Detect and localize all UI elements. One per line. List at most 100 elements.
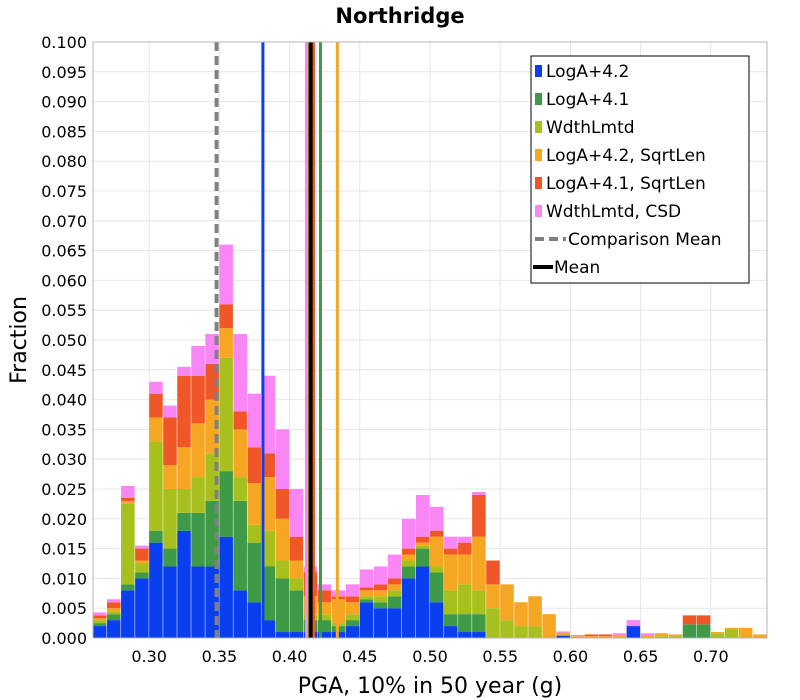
bar [556, 632, 570, 636]
y-tick-label: 0.030 [41, 450, 87, 469]
bar [261, 453, 276, 478]
y-axis-ticks: 0.000 0.005 0.010 0.015 0.020 0.025 0.030 0.035… [41, 33, 87, 648]
bar [261, 477, 276, 531]
legend-label: WdthLmtd [546, 118, 635, 138]
bar [486, 584, 500, 609]
bar [149, 381, 163, 394]
bar [458, 614, 472, 633]
bar [598, 636, 613, 638]
bar [472, 536, 486, 591]
bar [275, 518, 290, 561]
bar [626, 620, 641, 627]
bar [345, 584, 360, 597]
bar [177, 366, 191, 376]
bar [430, 530, 444, 537]
bar [444, 536, 458, 549]
y-tick-label: 0.035 [41, 420, 87, 439]
x-axis-ticks: 0.30 0.35 0.40 0.45 0.50 0.55 0.60 0.65 0.70 [131, 647, 728, 666]
y-axis-label: Fraction [7, 296, 32, 384]
bar [93, 623, 107, 627]
bar [598, 634, 613, 637]
y-tick-label: 0.015 [41, 540, 87, 559]
bar [528, 596, 542, 627]
y-tick-label: 0.075 [41, 182, 87, 201]
bar [444, 548, 458, 555]
x-tick-label: 0.45 [342, 647, 378, 666]
bar [135, 578, 149, 638]
y-tick-label: 0.055 [41, 301, 87, 320]
bar [177, 447, 191, 489]
bar [135, 545, 149, 549]
bar [430, 602, 444, 638]
y-tick-label: 0.000 [41, 629, 87, 648]
bar [458, 554, 472, 585]
bar [415, 536, 430, 543]
bar [289, 632, 304, 638]
bar [289, 578, 304, 591]
bar [444, 626, 458, 638]
bar [373, 596, 388, 603]
bar [135, 560, 149, 564]
bar [682, 624, 697, 638]
bar [626, 626, 641, 638]
x-axis-label: PGA, 10% in 50 year (g) [298, 674, 562, 699]
bar [570, 635, 584, 637]
bar [275, 632, 290, 638]
bar [359, 596, 374, 600]
y-tick-label: 0.025 [41, 480, 87, 499]
y-tick-label: 0.080 [41, 152, 87, 171]
bar [163, 489, 177, 549]
y-tick-label: 0.020 [41, 510, 87, 529]
bar [107, 599, 121, 603]
bar [514, 602, 528, 627]
bar [275, 489, 290, 519]
bar [233, 500, 247, 591]
bar [233, 334, 247, 412]
bar [93, 618, 107, 621]
y-tick-label: 0.045 [41, 361, 87, 380]
bar [219, 471, 233, 537]
bar [668, 636, 683, 638]
bar [149, 417, 163, 442]
bar [261, 530, 276, 567]
bar [163, 465, 177, 489]
legend-box [530, 55, 750, 284]
x-tick-label: 0.40 [272, 647, 308, 666]
bar [401, 518, 416, 549]
bar [710, 632, 725, 634]
bar [219, 328, 233, 358]
bar [289, 536, 304, 561]
bar [233, 590, 247, 638]
bar [724, 627, 739, 630]
bar [640, 635, 655, 638]
bar [121, 590, 135, 638]
bar [458, 632, 472, 638]
y-tick-label: 0.070 [41, 212, 87, 231]
bar [135, 563, 149, 573]
bar [163, 417, 177, 466]
bar [514, 626, 528, 638]
y-tick-label: 0.050 [41, 331, 87, 350]
bar [668, 634, 683, 637]
bar [121, 503, 135, 585]
legend-label: LogA+4.2 [546, 62, 629, 82]
x-tick-label: 0.70 [693, 647, 729, 666]
bar [317, 584, 332, 591]
bar [472, 632, 486, 638]
bar [387, 554, 402, 579]
bar [191, 477, 205, 513]
bar [710, 633, 725, 638]
bar [261, 620, 276, 638]
bar [121, 497, 135, 501]
bar [219, 357, 233, 472]
bar [556, 635, 570, 638]
bar [93, 612, 107, 616]
legend-label: Comparison Mean [568, 230, 722, 250]
legend-label: LogA+4.2, SqrtLen [546, 146, 706, 166]
bar [373, 584, 388, 591]
bar [135, 548, 149, 561]
legend-label: LogA+4.1 [546, 90, 629, 110]
chart-title: Northridge [335, 4, 464, 28]
bar [121, 486, 135, 498]
